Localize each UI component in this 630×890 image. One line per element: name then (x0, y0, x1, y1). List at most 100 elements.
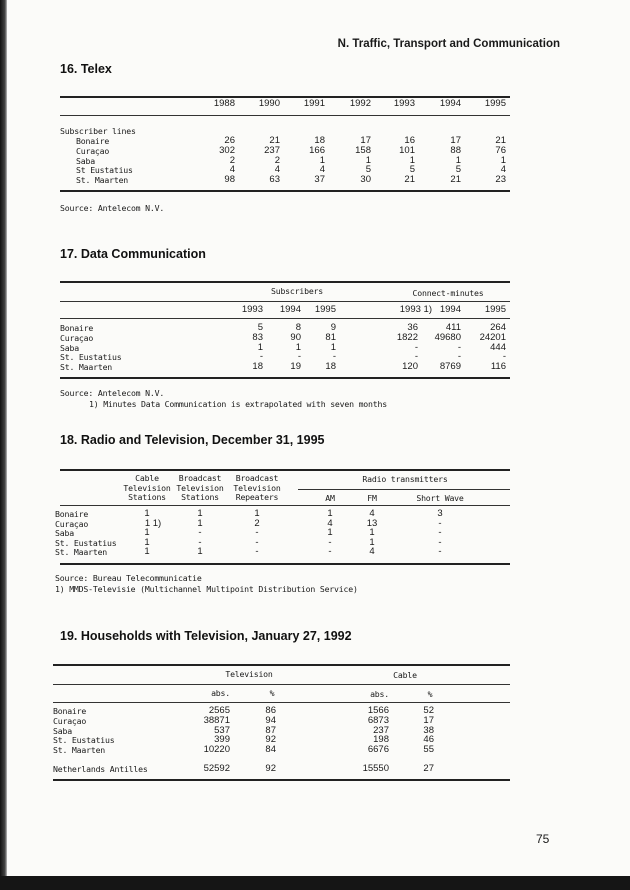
table-cell: 1 (257, 341, 263, 353)
table-cell: 90 (290, 331, 301, 343)
running-header: N. Traffic, Transport and Communication (337, 38, 560, 50)
column-header: Stations (181, 492, 219, 502)
table-cell: 4 (369, 546, 375, 558)
column-group-header: Subscribers (270, 286, 324, 296)
total-cell: 27 (423, 763, 434, 774)
table-cell: 94 (265, 714, 276, 726)
table-cell: 49680 (434, 331, 461, 343)
column-header: Broadcast (235, 473, 279, 483)
total-cell: 52592 (203, 763, 230, 774)
table-cell: 1 (319, 154, 325, 166)
column-group-header: Cable (393, 670, 417, 680)
table-cell: - (328, 536, 332, 548)
column-header: % (427, 689, 433, 699)
column-header: Broadcast (178, 473, 222, 483)
table-cell: 8769 (439, 361, 461, 373)
total-row-label: Netherlands Antilles (53, 764, 148, 774)
table-cell: 87 (265, 724, 276, 736)
table-cell: - (328, 546, 332, 558)
radio-tv-header-rule (60, 505, 510, 506)
column-header: 1995 (484, 98, 506, 109)
table-cell: 444 (490, 341, 506, 353)
datacom-header-rule (60, 318, 510, 319)
scan-edge-left (0, 0, 7, 890)
table-cell: - (198, 527, 202, 539)
column-group-header: Television (225, 669, 273, 679)
row-label: St. Maarten (60, 362, 113, 373)
table-cell: 86 (265, 705, 276, 716)
table-cell: 237 (373, 724, 389, 736)
table-cell: - (438, 517, 442, 529)
table-cell: 4 (229, 164, 235, 176)
row-label: Saba (60, 342, 79, 353)
column-header: Cable (135, 473, 159, 483)
column-header: 1994 (439, 98, 461, 109)
telex-header-rule (60, 115, 510, 116)
row-label: St. Eustatius (55, 537, 117, 548)
telex-title: 16. Telex (60, 62, 112, 76)
row-label: Curaçao (55, 518, 89, 529)
column-header: FM (367, 493, 377, 503)
column-header: Repeaters (235, 492, 279, 502)
table-cell: 1 (327, 508, 333, 519)
table-cell: 13 (366, 517, 378, 529)
table-cell: 1822 (396, 331, 418, 343)
table-cell: 98 (224, 174, 235, 186)
table-cell: 4 (319, 164, 325, 176)
row-label: Saba (55, 528, 74, 539)
table-cell: 6676 (367, 744, 389, 756)
table-cell: 1 (144, 536, 150, 548)
column-header: AM (325, 493, 335, 503)
data-communication-title: 17. Data Communication (60, 247, 206, 261)
column-group-header: Radio transmitters (362, 474, 448, 484)
table-cell: 19 (290, 361, 301, 373)
table-cell: - (414, 351, 418, 363)
table-cell: 1 (327, 527, 333, 539)
table-cell: 4 (274, 164, 280, 176)
datacom-top-rule (60, 281, 510, 283)
row-label: St. Maarten (53, 745, 106, 756)
row-label: Saba (76, 155, 95, 166)
table-cell: 55 (423, 744, 434, 756)
table-cell: 2 (254, 517, 260, 529)
table-cell: 1 (254, 508, 260, 519)
column-header: Short Wave (416, 493, 464, 503)
table-cell: 1 (197, 508, 203, 519)
households-group-rule (53, 684, 510, 685)
table-cell: 1 (369, 527, 375, 539)
table-cell: 21 (404, 174, 415, 186)
table-cell: 198 (373, 734, 389, 746)
table-cell: 1 (365, 154, 371, 166)
table-cell: - (297, 351, 301, 363)
table-cell: 38871 (203, 714, 230, 726)
table-cell: 3 (437, 508, 443, 519)
row-label: Bonaire (60, 323, 94, 333)
column-header: abs. (370, 689, 389, 699)
row-label: Saba (53, 725, 72, 736)
households-header-rule (53, 702, 510, 703)
column-header: 1995 (484, 304, 506, 315)
table-cell: 264 (490, 322, 506, 333)
table-cell: - (438, 546, 442, 558)
source-note: Source: Antelecom N.V. (60, 203, 165, 213)
table-cell: 8 (295, 322, 301, 333)
table-cell: - (502, 351, 506, 363)
table-cell: 83 (252, 331, 263, 343)
row-label: St. Eustatius (60, 352, 122, 363)
table-cell: - (438, 536, 442, 548)
households-bottom-rule (53, 779, 510, 781)
table-cell: 1 (197, 546, 203, 558)
table-cell: 52 (423, 705, 434, 716)
table-cell: 1 (144, 546, 150, 558)
column-header: 1994 (439, 304, 461, 315)
table-cell: - (414, 341, 418, 353)
table-cell: 88 (450, 144, 461, 156)
table-cell: 26 (224, 135, 235, 146)
table-cell: 17 (423, 714, 434, 726)
footnote: 1) Minutes Data Communication is extrapo… (89, 399, 387, 409)
scan-edge-bottom (0, 876, 630, 890)
table-cell: 46 (423, 734, 434, 746)
row-label: St. Maarten (76, 175, 129, 186)
table-cell: - (457, 341, 461, 353)
table-cell: 21 (450, 174, 461, 186)
